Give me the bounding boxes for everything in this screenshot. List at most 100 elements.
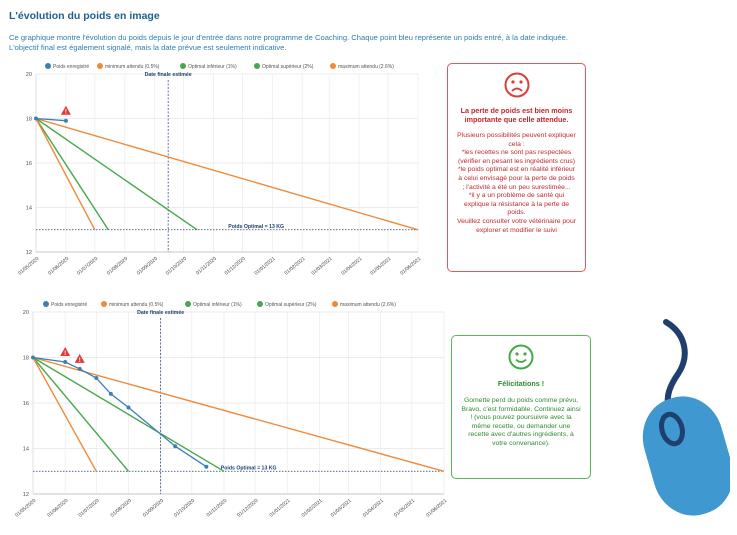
x-tick-label: 01/08/2020 (106, 256, 129, 277)
x-tick-label: 01/05/2020 (17, 256, 40, 277)
legend-label: maximum attendu (2.6%) (340, 302, 396, 308)
legend-marker (257, 301, 263, 307)
weight-point (204, 464, 209, 469)
legend-marker (45, 63, 51, 69)
weight-chart-top: 12 14 16 18 20 01/05/2020 01/06/2020 01/07/2020… (17, 63, 422, 277)
alert-icon-mark: ! (64, 351, 66, 357)
recorded-weight-line (32, 356, 207, 468)
optimal-weight-label: Poids Optimal = 13 KG (228, 224, 284, 230)
expected-loss-line (32, 356, 445, 472)
alert-message-box: La perte de poids est bien moins importa… (447, 63, 586, 272)
legend-label: Optimal supérieur (2%) (265, 302, 317, 308)
legend-marker (332, 301, 338, 307)
legend-label: Poids enregistré (53, 64, 89, 70)
x-tick-label: 01/07/2020 (76, 256, 99, 277)
success-message-body: Gomette perd du poids comme prévu, Bravo… (461, 397, 581, 447)
legend-label: minimum attendu (0.5%) (109, 302, 164, 308)
y-tick-label: 14 (26, 206, 32, 212)
alert-message-title: La perte de poids est bien moins importa… (460, 106, 573, 124)
x-tick-label: 01/06/2021 (399, 256, 422, 277)
expected-loss-line (32, 357, 97, 472)
recorded-weight-line (35, 117, 66, 122)
alert-icon (74, 353, 85, 363)
expected-loss-line (35, 117, 419, 231)
weight-point (63, 360, 68, 365)
x-tick-label: 01/11/2020 (206, 498, 229, 519)
x-tick-label: 01/10/2020 (165, 256, 188, 277)
weight-point (173, 444, 178, 449)
legend-marker (330, 63, 336, 69)
expected-loss-line (35, 118, 109, 231)
y-tick-label: 18 (26, 117, 32, 123)
x-tick-label: 01/06/2020 (46, 498, 69, 519)
legend-marker (185, 301, 191, 307)
y-tick-label: 12 (23, 492, 29, 498)
x-tick-label: 01/05/2021 (369, 256, 392, 277)
legend-label: Optimal inférieur (1%) (188, 64, 237, 70)
legend-label: maximum attendu (2.6%) (338, 64, 394, 70)
alert-message-body: Plusieurs possibilités peuvent expliquer… (457, 132, 577, 234)
x-tick-label: 01/07/2020 (78, 498, 101, 519)
legend-marker (180, 63, 186, 69)
expected-loss-line (35, 118, 96, 231)
alert-icon-mark: ! (79, 358, 81, 364)
alert-icon-mark: ! (65, 110, 67, 116)
x-tick-label: 01/02/2021 (283, 256, 306, 277)
x-tick-label: 01/12/2020 (224, 256, 247, 277)
legend-marker (43, 301, 49, 307)
x-tick-label: 01/01/2021 (254, 256, 277, 277)
weight-point (108, 391, 113, 396)
x-tick-label: 01/01/2021 (269, 498, 292, 519)
computer-mouse-icon (642, 319, 730, 516)
x-tick-label: 01/06/2021 (425, 498, 448, 519)
weight-point (94, 375, 99, 380)
intro-text: Ce graphique montre l'évolution du poids… (9, 33, 568, 52)
x-tick-label: 01/02/2021 (301, 498, 324, 519)
legend-label: Optimal inférieur (1%) (193, 302, 242, 308)
x-tick-label: 01/09/2020 (136, 256, 159, 277)
expected-loss-line (32, 356, 225, 472)
x-tick-label: 01/05/2020 (14, 498, 37, 519)
legend-marker (97, 63, 103, 69)
x-tick-label: 01/03/2021 (330, 498, 353, 519)
target-date-label: Date finale estimée (137, 310, 184, 316)
weight-chart-bottom: 12 14 16 18 20 01/05/2020 01/06/2020 01/07/2020… (14, 301, 448, 519)
success-message-box: Félicitations ! Gomette perd du poids co… (451, 335, 591, 479)
legend-label: Optimal supérieur (2%) (262, 64, 314, 70)
weight-point (126, 405, 131, 410)
weight-point (63, 118, 68, 123)
y-tick-label: 18 (23, 356, 29, 362)
target-date-label: Date finale estimée (145, 72, 192, 78)
y-tick-label: 14 (23, 447, 29, 453)
legend-marker (101, 301, 107, 307)
y-tick-label: 20 (23, 310, 29, 316)
optimal-weight-label: Poids Optimal = 13 KG (221, 465, 277, 471)
x-tick-label: 01/11/2020 (195, 256, 218, 277)
weight-point (34, 116, 38, 121)
legend-label: Poids enregistré (51, 302, 87, 308)
happy-face-icon (508, 344, 534, 370)
expected-loss-line (32, 357, 130, 472)
x-tick-label: 01/08/2020 (110, 498, 133, 519)
legend-marker (254, 63, 260, 69)
x-tick-label: 01/09/2020 (142, 498, 165, 519)
y-tick-label: 16 (26, 161, 32, 167)
expected-loss-line (35, 117, 198, 231)
sad-face-icon (504, 72, 529, 98)
weight-point (77, 366, 82, 371)
success-message-title: Félicitations ! (497, 379, 545, 388)
y-tick-label: 12 (26, 250, 32, 256)
page-title: L'évolution du poids en image (9, 10, 160, 22)
x-tick-label: 01/04/2021 (340, 256, 363, 277)
x-tick-label: 01/12/2020 (236, 498, 259, 519)
x-tick-label: 01/03/2021 (311, 256, 334, 277)
legend-label: minimum attendu (0.5%) (105, 64, 160, 70)
x-tick-label: 01/04/2021 (362, 498, 385, 519)
alert-icon (60, 347, 71, 357)
y-tick-label: 20 (26, 72, 32, 78)
x-tick-label: 01/10/2020 (173, 498, 196, 519)
x-tick-label: 01/05/2021 (393, 498, 416, 519)
x-tick-label: 01/06/2020 (47, 256, 70, 277)
alert-icon (60, 105, 71, 115)
y-tick-label: 16 (23, 401, 29, 407)
